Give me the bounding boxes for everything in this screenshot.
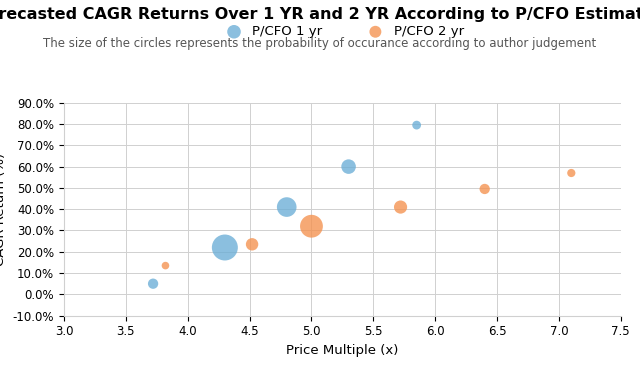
P/CFO 1 yr xyxy=(344,164,354,170)
Y-axis label: CAGR Return (%): CAGR Return (%) xyxy=(0,153,7,266)
X-axis label: Price Multiple (x): Price Multiple (x) xyxy=(286,344,399,357)
P/CFO 2 yr xyxy=(396,204,406,210)
P/CFO 2 yr xyxy=(307,223,317,229)
Legend: P/CFO 1 yr, P/CFO 2 yr: P/CFO 1 yr, P/CFO 2 yr xyxy=(216,20,469,44)
P/CFO 2 yr xyxy=(161,263,171,269)
P/CFO 1 yr xyxy=(282,204,292,210)
P/CFO 1 yr xyxy=(220,244,230,250)
P/CFO 2 yr xyxy=(566,170,577,176)
P/CFO 2 yr xyxy=(247,241,257,247)
P/CFO 1 yr xyxy=(148,281,158,287)
Text: Forecasted CAGR Returns Over 1 YR and 2 YR According to P/CFO Estimates: Forecasted CAGR Returns Over 1 YR and 2 … xyxy=(0,7,640,22)
P/CFO 2 yr xyxy=(479,186,490,192)
Text: The size of the circles represents the probability of occurance according to aut: The size of the circles represents the p… xyxy=(44,37,596,50)
P/CFO 1 yr xyxy=(412,122,422,128)
